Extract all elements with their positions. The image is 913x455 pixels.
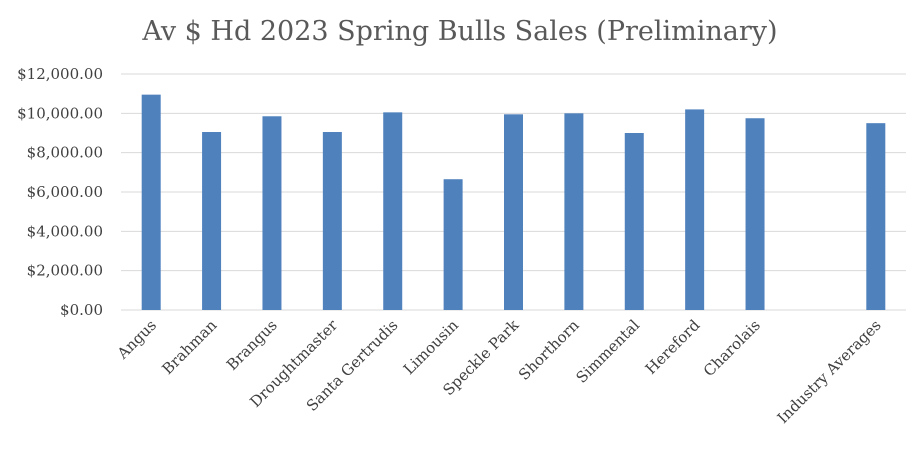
y-tick-label: $6,000.00 — [27, 183, 103, 201]
bar — [322, 132, 342, 310]
y-tick-label: $10,000.00 — [17, 104, 103, 122]
bar — [202, 132, 222, 310]
bar — [504, 114, 523, 310]
x-category-label: Brangus — [223, 316, 281, 374]
x-category-label: Brahman — [158, 316, 220, 378]
bar — [866, 123, 886, 311]
x-category-label: Limousin — [400, 316, 462, 378]
y-tick-label: $8,000.00 — [27, 144, 103, 162]
bar — [262, 116, 282, 311]
x-category-label: Hereford — [642, 316, 704, 378]
bar — [624, 133, 644, 310]
y-axis-tick-labels: $0.00 $2,000.00 $4,000.00 $6,000.00 $8,000.0… — [17, 65, 103, 319]
chart-title: Av $ Hd 2023 Spring Bulls Sales (Prelimi… — [141, 16, 777, 47]
x-category-label: Charolais — [700, 316, 764, 380]
y-tick-label: $12,000.00 — [17, 65, 103, 83]
bar — [564, 113, 584, 310]
bars — [141, 94, 886, 311]
y-tick-label: $0.00 — [60, 301, 103, 319]
bar — [443, 179, 463, 310]
x-category-label: Industry Averages — [774, 316, 885, 427]
x-category-label: Angus — [113, 316, 160, 363]
bar — [383, 112, 403, 310]
y-tick-label: $2,000.00 — [27, 262, 103, 280]
bar — [141, 94, 161, 311]
bar — [745, 118, 765, 310]
x-category-label: Simmental — [573, 316, 644, 387]
bar — [685, 109, 705, 311]
y-tick-label: $4,000.00 — [27, 222, 103, 240]
